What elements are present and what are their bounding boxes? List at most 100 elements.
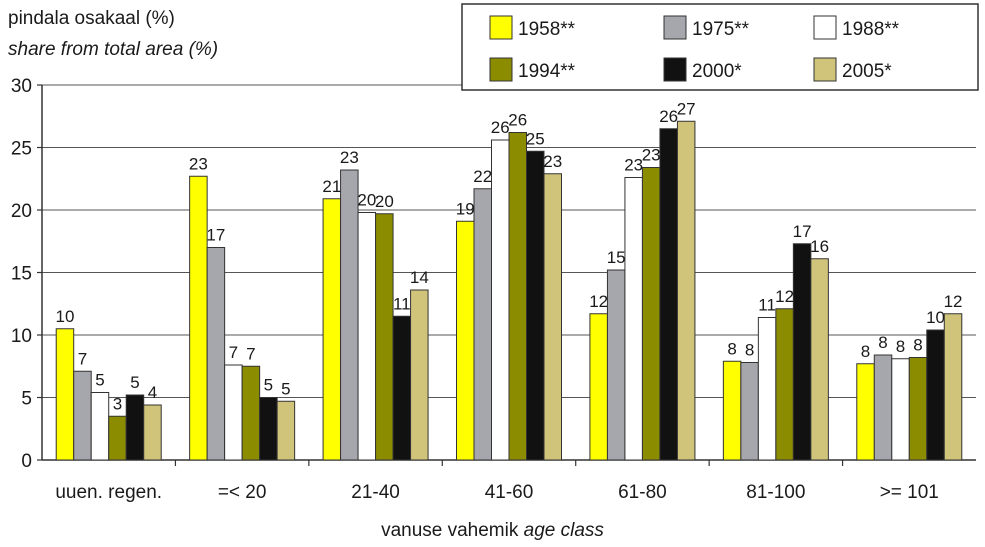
y-axis-title-estonian: pindala osakaal (%) [8,8,175,29]
bar [757,317,777,461]
bar [908,357,928,461]
data-label: 12 [589,292,608,311]
x-tick-label: uuen. regen. [55,482,162,503]
data-label: 7 [78,349,87,368]
data-label: 10 [56,307,75,326]
data-label: 22 [473,167,492,186]
legend-label: 2005* [842,61,892,82]
legend-swatch [813,57,837,82]
data-label: 14 [410,268,429,287]
legend-box [461,3,979,91]
bar [543,173,562,461]
x-axis-title: vanuse vahemik age class [0,520,985,542]
bar [125,394,145,461]
bar [810,258,829,461]
bar [589,313,608,461]
legend-swatch [489,15,513,40]
y-tick-label: 25 [11,139,32,160]
bar [722,360,742,461]
bar [55,328,75,461]
bar [73,370,92,461]
bar [375,213,394,461]
x-tick-label: >= 101 [880,482,939,503]
data-label: 10 [926,308,945,327]
bar [392,315,412,461]
bar [943,313,963,461]
y-tick-label: 30 [11,76,32,97]
bar [90,392,110,461]
data-label: 15 [607,248,626,267]
bar [456,220,475,461]
data-label: 11 [758,296,776,315]
y-tick-label: 5 [21,389,32,410]
bar [206,247,226,461]
legend-label: 1988** [842,19,900,40]
data-label: 12 [775,287,794,306]
data-label: 20 [357,191,376,210]
x-tick-label: 81-100 [746,482,805,503]
data-label: 5 [95,371,104,390]
data-label: 23 [340,148,359,167]
data-label: 5 [130,373,139,392]
x-axis-title-estonian: vanuse vahemik [381,520,519,541]
data-label: 12 [944,292,963,311]
legend-label: 1975** [692,19,750,40]
data-label: 23 [543,152,562,171]
bar [340,169,359,461]
bar [856,363,875,461]
bar [491,139,510,461]
x-tick-label: 21-40 [351,482,400,503]
bar [357,212,377,461]
data-label: 25 [526,129,545,148]
data-label: 11 [393,294,411,313]
bar [873,354,893,461]
data-label: 7 [246,344,255,363]
data-label: 8 [745,341,754,360]
bar [926,329,945,461]
x-tick-label: 41-60 [485,482,534,503]
legend-label: 1994** [518,61,576,82]
bar [740,362,759,461]
data-label: 5 [281,379,290,398]
x-axis-title-english: age class [523,520,604,541]
x-tick-label: 61-80 [618,482,667,503]
data-label: 8 [913,336,922,355]
data-label: 20 [375,192,394,211]
data-label: 26 [508,111,527,130]
legend-swatch [663,57,687,82]
bar [276,400,296,461]
bar [224,364,243,461]
bar [189,175,208,461]
data-label: 17 [206,226,225,245]
data-label: 23 [642,146,661,165]
data-label: 19 [456,199,475,218]
y-tick-label: 0 [21,451,32,472]
bar [659,128,678,461]
data-label: 5 [264,376,273,395]
bar [143,404,162,461]
legend-swatch [663,15,687,40]
data-label: 8 [878,333,887,352]
bar [606,269,626,461]
bar [108,415,127,461]
y-tick-label: 10 [11,326,32,347]
bar [775,308,794,461]
data-label: 8 [861,342,870,361]
legend-label: 1958** [518,19,576,40]
y-tick-label: 20 [11,201,32,222]
bar [410,289,429,461]
data-label: 26 [491,118,510,137]
bar [322,198,342,461]
bar [624,177,643,461]
bar [641,167,661,461]
bar [508,132,527,461]
legend-label: 2000* [692,61,742,82]
data-label: 23 [624,156,643,175]
data-label: 26 [659,107,678,126]
bar [891,358,910,461]
data-label: 17 [793,222,812,241]
data-label: 4 [148,383,157,402]
legend-swatch [489,57,513,82]
bar [473,188,492,461]
